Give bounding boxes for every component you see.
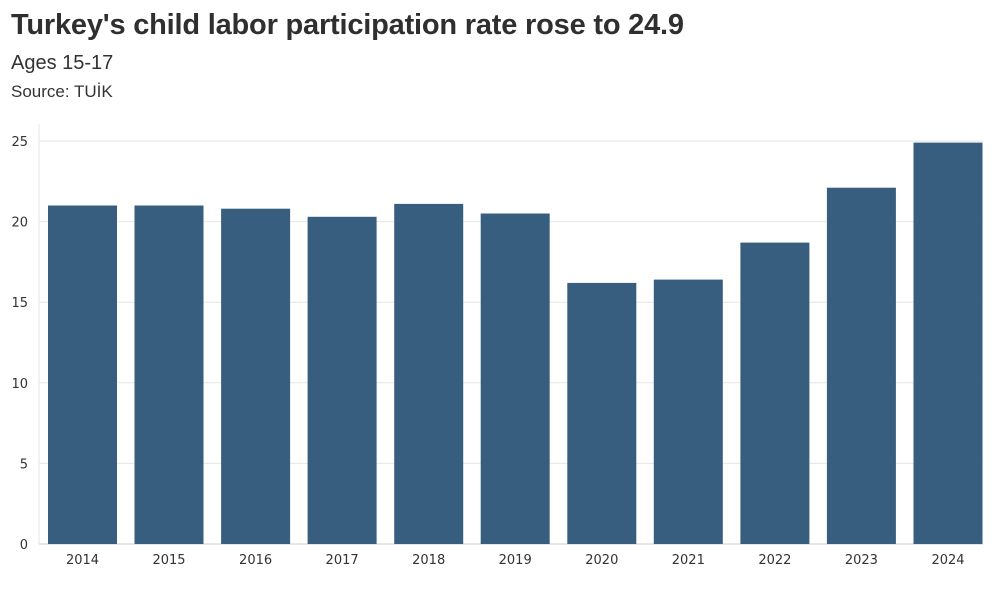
x-tick-label-2023: 2023 — [845, 553, 878, 568]
bar-2014[interactable] — [48, 205, 117, 545]
x-tick-label-2019: 2019 — [499, 553, 532, 568]
y-tick-label: 0 — [20, 538, 28, 553]
chart-title: Turkey's child labor participation rate … — [11, 9, 684, 41]
bar-2018[interactable] — [394, 203, 464, 544]
x-tick-label-2024: 2024 — [931, 553, 964, 568]
x-tick-label-2014: 2014 — [66, 553, 99, 568]
bar-2019[interactable] — [480, 213, 550, 545]
x-tick-label-2015: 2015 — [152, 553, 185, 568]
x-tick-label-2021: 2021 — [672, 553, 705, 568]
bar-2015[interactable] — [134, 205, 204, 545]
y-tick-label: 25 — [11, 135, 28, 150]
bar-2016[interactable] — [221, 208, 291, 544]
chart-source: Source: TUİK — [11, 82, 113, 101]
bar-2024[interactable] — [913, 142, 983, 544]
bar-2021[interactable] — [653, 279, 723, 544]
x-tick-label-2022: 2022 — [758, 553, 791, 568]
bar-2022[interactable] — [740, 242, 810, 544]
chart-subtitle: Ages 15-17 — [11, 52, 114, 74]
y-axis-ticks: 0 5 10 15 20 25 — [11, 135, 28, 553]
bar-2023[interactable] — [826, 187, 896, 544]
x-tick-label-2016: 2016 — [239, 553, 272, 568]
x-tick-label-2017: 2017 — [326, 553, 359, 568]
y-tick-label: 20 — [11, 216, 28, 231]
x-tick-label-2018: 2018 — [412, 553, 445, 568]
bar-2017[interactable] — [307, 216, 377, 545]
y-tick-label: 10 — [11, 377, 28, 392]
bar-2020[interactable] — [567, 282, 637, 544]
x-tick-label-2020: 2020 — [585, 553, 618, 568]
y-tick-label: 5 — [20, 457, 28, 472]
bars — [48, 142, 983, 545]
x-axis-ticks: 2014 2015 2016 2017 2018 2019 2020 2021 2022 2023… — [66, 553, 965, 568]
y-tick-label: 15 — [11, 296, 28, 311]
